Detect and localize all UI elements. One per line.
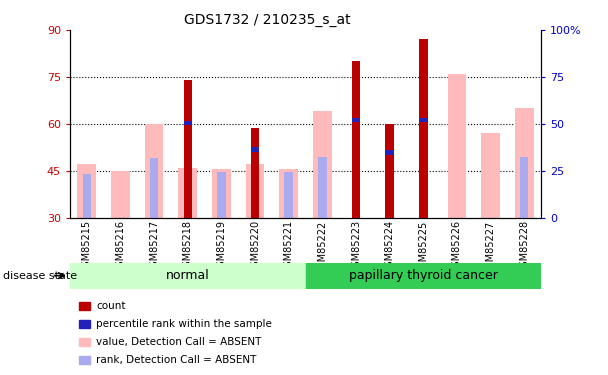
Bar — [251, 128, 259, 217]
Bar — [352, 117, 360, 122]
Text: rank, Detection Call = ABSENT: rank, Detection Call = ABSENT — [96, 355, 257, 364]
Bar — [482, 133, 500, 218]
Bar — [280, 169, 298, 217]
Bar — [184, 80, 192, 218]
Bar — [385, 150, 394, 155]
Bar — [385, 124, 394, 218]
Text: disease state: disease state — [3, 271, 77, 280]
Bar — [145, 124, 164, 218]
Bar — [285, 172, 293, 217]
Bar — [70, 262, 305, 289]
Bar — [352, 61, 360, 217]
Text: GDS1732 / 210235_s_at: GDS1732 / 210235_s_at — [184, 13, 351, 27]
Bar — [179, 168, 197, 217]
Text: percentile rank within the sample: percentile rank within the sample — [96, 319, 272, 328]
Bar — [305, 262, 541, 289]
Bar — [419, 39, 427, 218]
Text: value, Detection Call = ABSENT: value, Detection Call = ABSENT — [96, 337, 261, 346]
Text: normal: normal — [166, 269, 210, 282]
Bar — [419, 117, 427, 122]
Bar — [212, 169, 230, 217]
Text: count: count — [96, 301, 126, 310]
Bar — [83, 174, 91, 217]
Bar — [111, 171, 130, 217]
Bar — [318, 157, 326, 218]
Bar — [520, 157, 528, 218]
Bar — [77, 164, 96, 218]
Bar — [313, 111, 331, 218]
Bar — [217, 172, 226, 217]
Bar — [251, 147, 259, 152]
Text: papillary thyroid cancer: papillary thyroid cancer — [349, 269, 498, 282]
Bar — [150, 158, 158, 218]
Bar — [246, 164, 264, 218]
Bar — [447, 74, 466, 217]
Bar — [515, 108, 534, 218]
Bar — [184, 121, 192, 125]
